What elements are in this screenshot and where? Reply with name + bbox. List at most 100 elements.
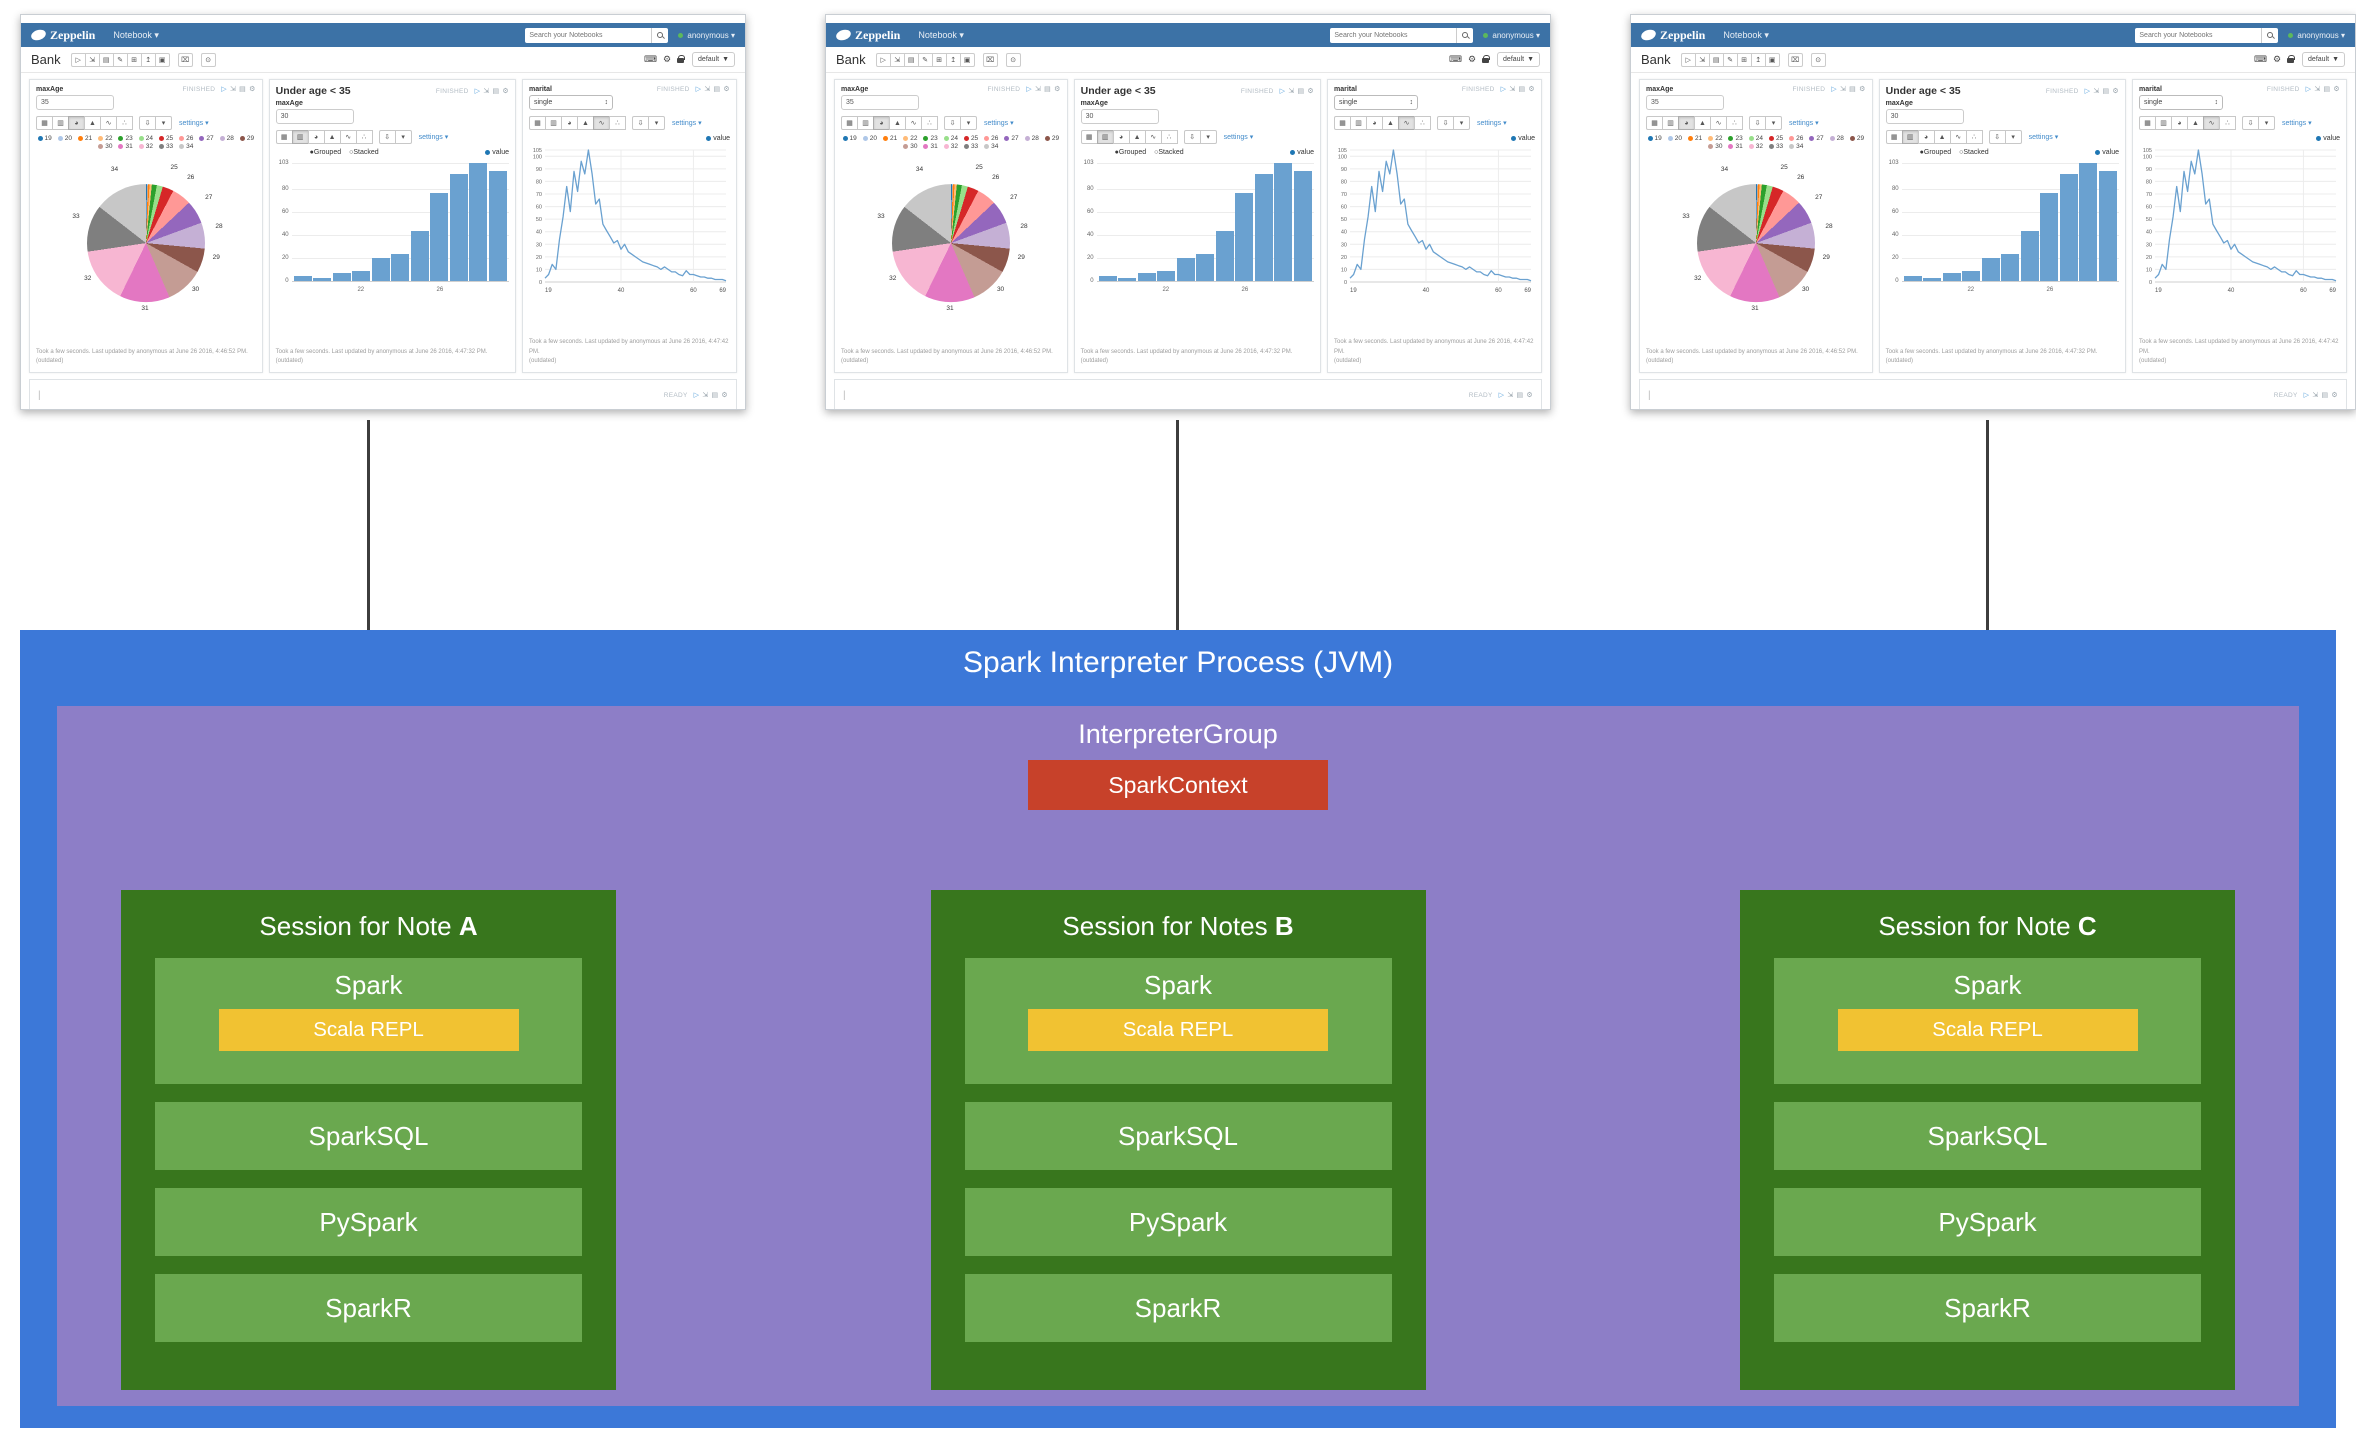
- empty-paragraph[interactable]: | READY ▷ ⇲ ▤ ⚙: [834, 379, 1542, 409]
- search-button[interactable]: [651, 27, 669, 43]
- download-caret-icon[interactable]: ▾: [155, 116, 172, 130]
- line-chart-icon[interactable]: ∿: [905, 116, 922, 130]
- line-chart-icon[interactable]: ∿: [100, 116, 117, 130]
- clear-output-button[interactable]: ✎: [112, 52, 128, 67]
- bar-chart-icon[interactable]: ▥: [2155, 116, 2172, 130]
- legend-item[interactable]: 20: [862, 135, 877, 142]
- show-editor-icon[interactable]: ▤: [1518, 86, 1526, 93]
- legend-item[interactable]: 22: [98, 135, 112, 142]
- bar[interactable]: [2020, 230, 2039, 281]
- paragraph-gear-icon[interactable]: ⚙: [1054, 86, 1061, 93]
- download-icon[interactable]: ⇩: [1437, 116, 1454, 130]
- legend-item[interactable]: 30: [1708, 143, 1722, 150]
- show-editor-icon[interactable]: ▤: [2102, 88, 2110, 95]
- line-chart-icon[interactable]: ∿: [593, 116, 610, 130]
- bar-chart-icon[interactable]: ▥: [1662, 116, 1679, 130]
- bar[interactable]: [1215, 230, 1234, 281]
- maxage-input[interactable]: [1885, 109, 1964, 124]
- paragraph-gear-icon[interactable]: ⚙: [721, 392, 728, 399]
- fullscreen-icon[interactable]: ⇲: [704, 86, 711, 93]
- remove-note-button[interactable]: ⌧: [982, 52, 998, 67]
- paragraph-gear-icon[interactable]: ⚙: [2331, 392, 2338, 399]
- legend-item[interactable]: 30: [903, 143, 917, 150]
- line-chart-icon[interactable]: ∿: [1144, 130, 1162, 144]
- line-chart-icon[interactable]: ∿: [1398, 116, 1415, 130]
- show-hide-code-button[interactable]: ⇲: [84, 52, 100, 67]
- area-chart-icon[interactable]: ▲: [889, 116, 906, 130]
- fullscreen-icon[interactable]: ⇲: [1507, 392, 1514, 399]
- bar[interactable]: [332, 272, 351, 281]
- area-chart-icon[interactable]: ▲: [1128, 130, 1146, 144]
- bar-chart-icon[interactable]: ▥: [1096, 130, 1114, 144]
- paragraph-gear-icon[interactable]: ⚙: [1526, 392, 1533, 399]
- scatter-chart-icon[interactable]: ∴: [1965, 130, 1983, 144]
- legend-item[interactable]: 23: [1728, 135, 1743, 142]
- run-paragraph-icon[interactable]: ▷: [474, 88, 481, 95]
- bar[interactable]: [1137, 272, 1156, 281]
- remove-note-button[interactable]: ⌧: [1787, 52, 1803, 67]
- search-input[interactable]: [1330, 27, 1457, 43]
- legend-item[interactable]: 29: [239, 135, 254, 142]
- settings-link[interactable]: settings ▾: [1223, 134, 1254, 141]
- table-icon[interactable]: ▦: [1885, 130, 1903, 144]
- bar[interactable]: [488, 171, 507, 281]
- paragraph-gear-icon[interactable]: ⚙: [2333, 86, 2340, 93]
- download-caret-icon[interactable]: ▾: [1453, 116, 1470, 130]
- legend-item[interactable]: 33: [963, 143, 978, 150]
- series-legend[interactable]: value: [2095, 149, 2119, 156]
- permissions-lock-icon[interactable]: [1482, 55, 1491, 63]
- legend-item[interactable]: 31: [1728, 143, 1743, 150]
- paragraph-gear-icon[interactable]: ⚙: [723, 86, 730, 93]
- legend-item[interactable]: 24: [138, 135, 153, 142]
- run-paragraph-icon[interactable]: ▷: [695, 86, 702, 93]
- search-button[interactable]: [1456, 27, 1474, 43]
- run-paragraph-icon[interactable]: ▷: [1279, 88, 1286, 95]
- bar-chart-icon[interactable]: ▥: [857, 116, 874, 130]
- download-caret-icon[interactable]: ▾: [1199, 130, 1217, 144]
- bar[interactable]: [2098, 171, 2117, 281]
- table-icon[interactable]: ▦: [1080, 130, 1098, 144]
- legend-item[interactable]: 25: [1768, 135, 1783, 142]
- settings-link[interactable]: settings ▾: [418, 134, 449, 141]
- bar-chart-icon[interactable]: ▥: [1350, 116, 1367, 130]
- settings-link[interactable]: settings ▾: [2282, 120, 2312, 127]
- legend-item[interactable]: 24: [943, 135, 958, 142]
- show-editor-icon[interactable]: ▤: [711, 392, 719, 399]
- fullscreen-icon[interactable]: ⇲: [2093, 88, 2100, 95]
- bar[interactable]: [430, 192, 449, 281]
- bar[interactable]: [2059, 174, 2078, 281]
- series-legend[interactable]: value: [706, 135, 730, 142]
- download-icon[interactable]: ⇩: [2242, 116, 2259, 130]
- legend-item[interactable]: 26: [984, 135, 998, 142]
- legend-item[interactable]: 29: [1849, 135, 1864, 142]
- paragraph-gear-icon[interactable]: ⚙: [2112, 88, 2119, 95]
- legend-item[interactable]: 32: [138, 143, 153, 150]
- bar[interactable]: [1903, 276, 1922, 281]
- fullscreen-icon[interactable]: ⇲: [2312, 392, 2319, 399]
- clone-note-button[interactable]: ⊞: [931, 52, 947, 67]
- grouped-radio[interactable]: ●Grouped: [1114, 149, 1147, 156]
- area-chart-icon[interactable]: ▲: [1933, 130, 1951, 144]
- settings-link[interactable]: settings ▾: [984, 120, 1014, 127]
- show-editor-icon[interactable]: ▤: [1044, 86, 1052, 93]
- scatter-chart-icon[interactable]: ∴: [1414, 116, 1431, 130]
- schedule-button[interactable]: ⊙: [1005, 52, 1021, 67]
- series-legend[interactable]: value: [1290, 149, 1314, 156]
- bar[interactable]: [1176, 258, 1195, 281]
- download-icon[interactable]: ⇩: [632, 116, 649, 130]
- user-menu[interactable]: anonymous ▾: [687, 30, 735, 40]
- table-icon[interactable]: ▦: [529, 116, 546, 130]
- legend-item[interactable]: 33: [158, 143, 173, 150]
- show-hide-output-button[interactable]: ▤: [1708, 52, 1724, 67]
- legend-item[interactable]: 25: [158, 135, 173, 142]
- note-settings-icon[interactable]: ⚙: [2272, 54, 2282, 64]
- empty-paragraph[interactable]: | READY ▷ ⇲ ▤ ⚙: [29, 379, 737, 409]
- legend-item[interactable]: 21: [1688, 135, 1702, 142]
- legend-item[interactable]: 27: [1809, 135, 1824, 142]
- run-paragraph-icon[interactable]: ▷: [1500, 86, 1507, 93]
- run-paragraph-icon[interactable]: ▷: [1026, 86, 1032, 93]
- legend-item[interactable]: 28: [219, 135, 234, 142]
- show-editor-icon[interactable]: ▤: [239, 86, 247, 93]
- permissions-lock-icon[interactable]: [2287, 55, 2296, 63]
- bar[interactable]: [1981, 258, 2000, 281]
